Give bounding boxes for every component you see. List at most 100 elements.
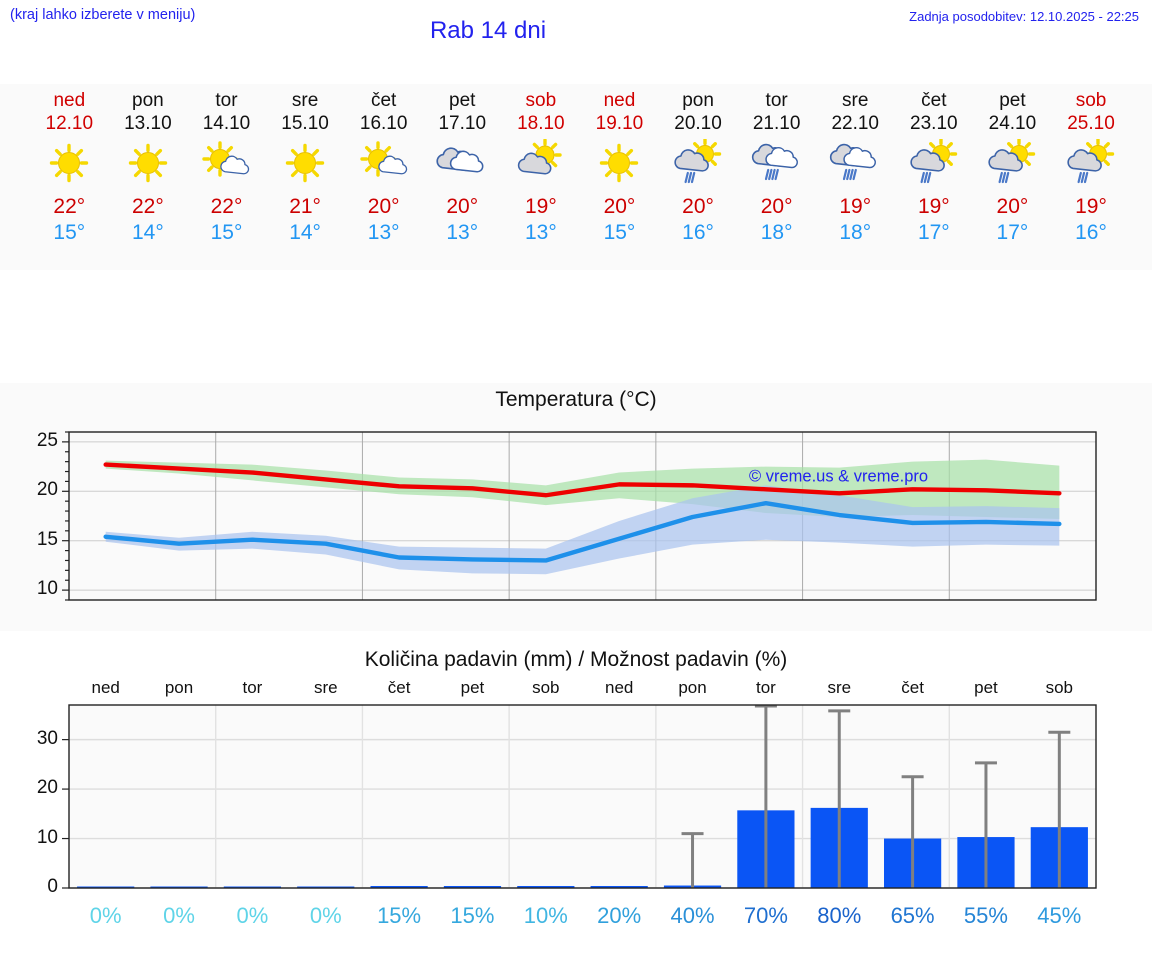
cloud-sun-rain-icon	[903, 138, 965, 188]
day-temp-min: 13°	[446, 221, 479, 244]
cloud-sun-rain-icon	[1060, 138, 1122, 188]
day-date: 17.10	[438, 113, 487, 134]
svg-text:© vreme.us & vreme.pro: © vreme.us & vreme.pro	[749, 467, 928, 485]
day-date: 14.10	[202, 113, 251, 134]
forecast-day-card[interactable]: tor 14.10 22° 15°	[187, 84, 266, 270]
day-date: 13.10	[124, 113, 172, 134]
precip-probability-label: 0%	[163, 903, 195, 928]
day-temp-min: 13°	[367, 221, 400, 244]
precip-y-tick-label: 30	[36, 727, 58, 749]
temp-y-tick-label: 15	[36, 528, 58, 550]
page-title: Rab 14 dni	[0, 17, 1152, 45]
day-date: 18.10	[517, 113, 565, 134]
day-date: 16.10	[359, 113, 408, 134]
precip-probability-label: 0%	[89, 903, 122, 928]
day-date: 22.10	[831, 113, 879, 134]
forecast-day-card[interactable]: pet 24.10 20° 17°	[973, 84, 1052, 270]
forecast-day-card[interactable]: pet 17.10 20° 13°	[423, 84, 502, 270]
cloud-rain-icon	[824, 138, 886, 188]
forecast-spacer	[0, 84, 30, 270]
sunny-icon	[274, 138, 336, 188]
day-temp-max: 20°	[682, 195, 714, 218]
forecast-strip: ned 12.10 22° 15° pon 13.10 22° 14° tor 14.10 22°…	[0, 84, 1152, 270]
temperature-chart-title: Temperatura (°C)	[495, 388, 657, 411]
day-name: tor	[765, 90, 788, 111]
precipitation-chart	[0, 672, 1152, 962]
precip-x-tick-label: pon	[678, 678, 707, 697]
cloud-rain-icon	[746, 138, 808, 188]
day-temp-max: 22°	[210, 195, 243, 218]
day-name: pet	[999, 90, 1026, 111]
precip-x-tick-label: pon	[164, 678, 194, 697]
temp-y-tick-label: 20	[36, 479, 58, 501]
forecast-day-card[interactable]: čet 16.10 20° 13°	[344, 84, 423, 270]
last-update-label: Zadnja posodobitev: 12.10.2025 - 22:25	[909, 9, 1139, 24]
forecast-day-card[interactable]: tor 21.10 20° 18°	[737, 84, 816, 270]
precip-probability-label: 55%	[963, 903, 1008, 928]
precip-x-tick-label: sre	[313, 678, 338, 697]
precip-x-tick-label: sob	[532, 678, 560, 697]
precip-probability-label: 20%	[597, 903, 642, 928]
precip-probability-label: 40%	[670, 903, 715, 928]
sunny-icon	[38, 138, 100, 188]
day-temp-max: 19°	[524, 195, 557, 218]
precip-x-tick-label: tor	[242, 678, 263, 697]
precip-probability-label: 15%	[450, 903, 495, 928]
temperature-chart: © vreme.us & vreme.pro	[0, 410, 1152, 625]
temp-y-tick-label: 25	[36, 429, 58, 451]
forecast-day-card[interactable]: sre 15.10 21° 14°	[266, 84, 345, 270]
forecast-day-card[interactable]: ned 19.10 20° 15°	[580, 84, 659, 270]
day-temp-max: 19°	[1075, 195, 1107, 218]
day-temp-min: 17°	[996, 221, 1029, 244]
precip-probability-label: 10%	[523, 903, 568, 928]
forecast-day-card[interactable]: pon 13.10 22° 14°	[109, 84, 188, 270]
day-temp-min: 17°	[917, 221, 950, 244]
precip-y-tick-label: 0	[47, 876, 58, 897]
temperature-plot: © vreme.us & vreme.pro	[62, 431, 1097, 601]
day-temp-min: 15°	[210, 221, 243, 244]
day-name: sre	[842, 90, 869, 111]
precip-y-tick-label: 10	[36, 826, 58, 848]
day-name: tor	[215, 90, 238, 111]
day-name: sob	[525, 90, 557, 111]
precip-y-tick-label: 20	[36, 777, 58, 799]
day-date: 23.10	[910, 113, 958, 134]
page-title-text: Rab 14 dni	[429, 17, 547, 44]
forecast-day-card[interactable]: čet 23.10 19° 17°	[895, 84, 974, 270]
day-temp-min: 16°	[682, 221, 714, 244]
precip-probability-label: 0%	[236, 903, 269, 928]
day-temp-min: 14°	[289, 221, 321, 244]
day-name: pon	[132, 90, 164, 111]
sun-cloud-icon	[195, 138, 257, 188]
day-temp-min: 18°	[760, 221, 793, 244]
sun-cloud-icon	[353, 138, 415, 188]
day-name: čet	[921, 90, 947, 111]
day-temp-min: 18°	[839, 221, 872, 244]
precip-x-tick-label: sob	[1045, 678, 1074, 697]
cloud-sun-icon	[510, 138, 572, 188]
precipitation-plot	[62, 704, 1097, 889]
forecast-day-card[interactable]: ned 12.10 22° 15°	[30, 84, 109, 270]
forecast-day-card[interactable]: pon 20.10 20° 16°	[659, 84, 738, 270]
day-temp-max: 21°	[289, 195, 321, 218]
day-date: 20.10	[674, 113, 722, 134]
precip-probability-label: 65%	[890, 903, 935, 928]
forecast-day-card[interactable]: sre 22.10 19° 18°	[816, 84, 895, 270]
forecast-day-card[interactable]: sob 25.10 19° 16°	[1052, 84, 1131, 270]
forecast-days-row: ned 12.10 22° 15° pon 13.10 22° 14° tor 14.10 22°…	[0, 84, 1152, 270]
cloud-sun-rain-icon	[667, 138, 729, 188]
precip-x-tick-label: ned	[604, 678, 634, 697]
cloud-sun-rain-icon	[981, 138, 1043, 188]
precip-probability-label: 80%	[817, 903, 862, 928]
day-temp-min: 15°	[53, 221, 86, 244]
day-name: ned	[53, 90, 86, 111]
forecast-day-card[interactable]: sob 18.10 19° 13°	[502, 84, 581, 270]
cloudy-icon	[431, 138, 493, 188]
day-temp-max: 20°	[603, 195, 636, 218]
day-date: 24.10	[988, 113, 1037, 134]
day-temp-max: 19°	[917, 195, 950, 218]
precip-probability-label: 15%	[377, 903, 422, 928]
precipitation-chart-title: Količina padavin (mm) / Možnost padavin …	[364, 648, 788, 671]
day-temp-max: 19°	[839, 195, 872, 218]
day-temp-min: 13°	[524, 221, 557, 244]
